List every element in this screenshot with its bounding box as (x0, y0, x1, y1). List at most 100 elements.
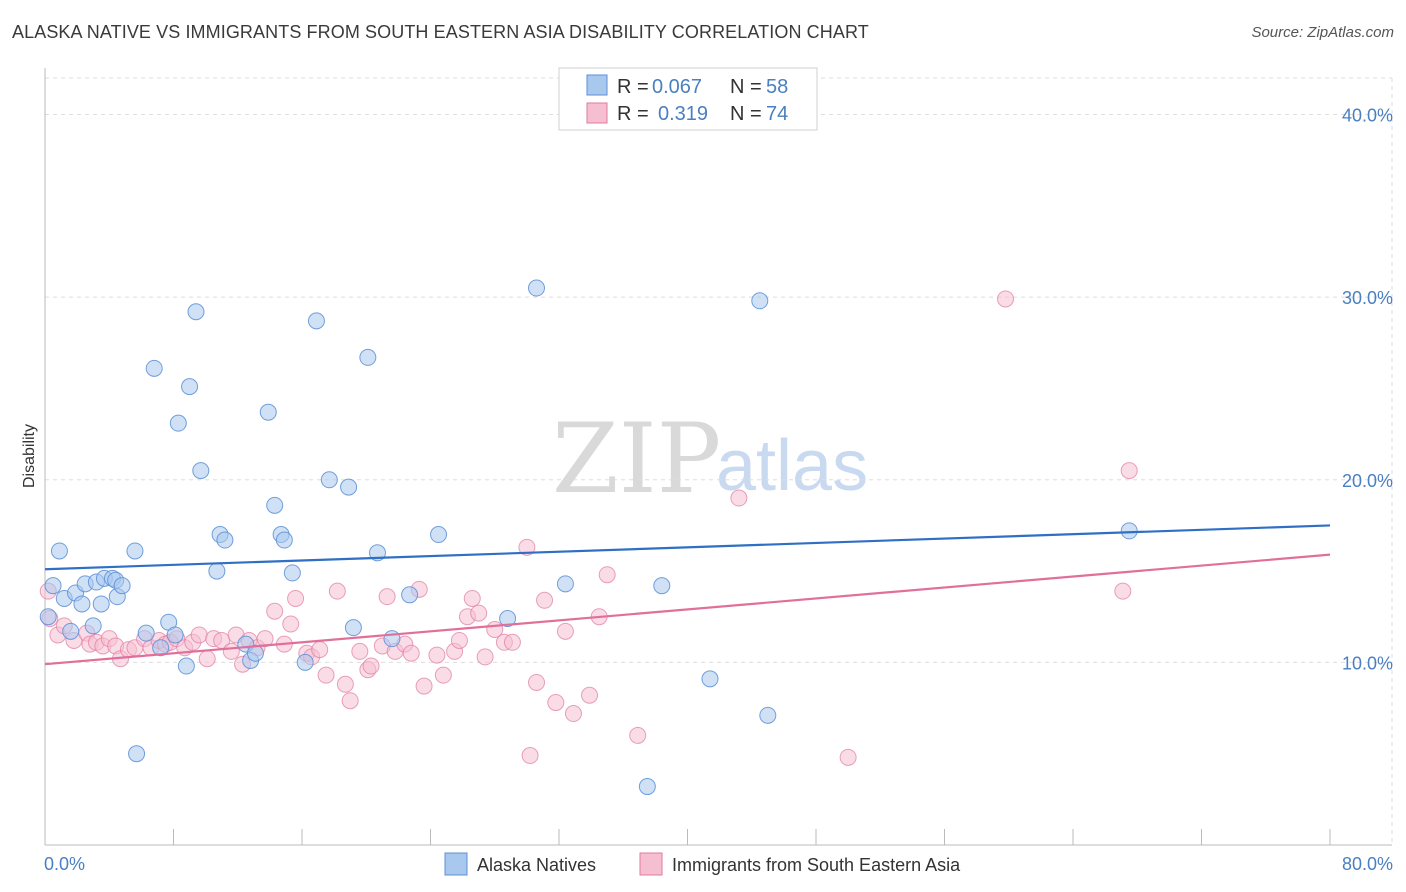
point-alaska (113, 577, 131, 595)
point-immigrants (415, 677, 433, 695)
point-immigrants (378, 588, 396, 606)
point-immigrants (463, 589, 481, 607)
point-immigrants (528, 673, 546, 691)
point-immigrants (536, 591, 554, 609)
point-alaska (401, 586, 419, 604)
x-tick-label-left: 0.0% (44, 854, 85, 874)
point-immigrants (287, 589, 305, 607)
point-immigrants (564, 705, 582, 723)
point-immigrants (1120, 462, 1138, 480)
point-immigrants (256, 630, 274, 648)
x-tick-label-right: 80.0% (1342, 854, 1393, 874)
trend-line-immigrants (44, 553, 1331, 666)
point-alaska (259, 403, 277, 421)
point-alaska (73, 595, 91, 613)
point-immigrants (450, 631, 468, 649)
point-immigrants (266, 602, 284, 620)
point-immigrants (470, 604, 488, 622)
point-alaska (275, 531, 293, 549)
point-alaska (169, 414, 187, 432)
point-immigrants (328, 582, 346, 600)
point-immigrants (518, 538, 536, 556)
y-tick-label: 10.0% (1342, 653, 1393, 673)
stats-legend-r-label-blue: R = (617, 76, 649, 98)
point-alaska (44, 577, 62, 595)
point-alaska (216, 531, 234, 549)
point-alaska (166, 626, 184, 644)
point-alaska (499, 610, 517, 628)
point-immigrants (598, 566, 616, 584)
point-alaska (751, 292, 769, 310)
point-alaska (320, 471, 338, 489)
point-alaska (145, 359, 163, 377)
point-alaska (556, 575, 574, 593)
point-immigrants (336, 675, 354, 693)
point-alaska (62, 622, 80, 640)
stats-legend-swatch-blue (586, 74, 608, 96)
point-alaska (39, 608, 57, 626)
point-immigrants (341, 692, 359, 710)
point-alaska (177, 657, 195, 675)
point-immigrants (222, 642, 240, 660)
point-immigrants (730, 489, 748, 507)
point-alaska (181, 378, 199, 396)
point-alaska (653, 577, 671, 595)
point-alaska (701, 670, 719, 688)
point-immigrants (839, 748, 857, 766)
stats-legend-n-value-pink: 74 (766, 103, 788, 125)
point-alaska (344, 619, 362, 637)
point-immigrants (198, 650, 216, 668)
point-alaska (307, 312, 325, 330)
point-alaska (50, 542, 68, 560)
point-alaska (340, 478, 358, 496)
point-alaska (283, 564, 301, 582)
point-alaska (383, 630, 401, 648)
point-immigrants (317, 666, 335, 684)
point-alaska (126, 542, 144, 560)
point-alaska (359, 348, 377, 366)
point-immigrants (190, 626, 208, 644)
y-tick-label: 20.0% (1342, 471, 1393, 491)
point-alaska (84, 617, 102, 635)
point-immigrants (282, 615, 300, 633)
chart-title: ALASKA NATIVE VS IMMIGRANTS FROM SOUTH E… (12, 22, 869, 42)
point-alaska (528, 279, 546, 297)
trend-lines (44, 524, 1331, 666)
stats-legend: R = 0.067 N = 58 R = 0.319 N = 74 (558, 67, 818, 131)
point-immigrants (402, 644, 420, 662)
point-alaska (430, 526, 448, 544)
point-immigrants (351, 642, 369, 660)
y-tick-label: 40.0% (1342, 106, 1393, 126)
point-alaska (92, 595, 110, 613)
stats-legend-n-label-blue: N = (730, 76, 762, 98)
point-alaska (759, 706, 777, 724)
point-immigrants (629, 726, 647, 744)
point-immigrants (362, 657, 380, 675)
point-immigrants (581, 686, 599, 704)
point-alaska (266, 496, 284, 514)
stats-legend-n-label-pink: N = (730, 103, 762, 125)
axes (44, 68, 1392, 846)
legend-swatch-immigrants (639, 852, 663, 876)
point-immigrants (503, 633, 521, 651)
point-immigrants (521, 747, 539, 765)
y-axis-label: Disability (21, 424, 38, 488)
legend-swatch-alaska (444, 852, 468, 876)
stats-legend-r-label-pink: R = (617, 103, 649, 125)
point-immigrants (428, 646, 446, 664)
source-label: Source: ZipAtlas.com (1251, 24, 1394, 41)
point-alaska (208, 562, 226, 580)
point-alaska (128, 745, 146, 763)
legend-label-immigrants: Immigrants from South Eastern Asia (672, 855, 961, 875)
point-alaska (192, 462, 210, 480)
stats-legend-r-value-blue: 0.067 (652, 76, 702, 98)
y-tick-label: 30.0% (1342, 288, 1393, 308)
y-tick-labels: 10.0% 20.0% 30.0% 40.0% (1342, 106, 1393, 674)
point-alaska (638, 778, 656, 796)
stats-legend-r-value-pink: 0.319 (658, 103, 708, 125)
point-immigrants (556, 622, 574, 640)
point-alaska (296, 653, 314, 671)
point-alaska (187, 303, 205, 321)
point-immigrants (547, 694, 565, 712)
